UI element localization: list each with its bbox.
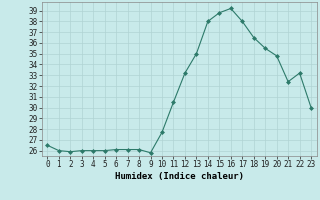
X-axis label: Humidex (Indice chaleur): Humidex (Indice chaleur) — [115, 172, 244, 181]
